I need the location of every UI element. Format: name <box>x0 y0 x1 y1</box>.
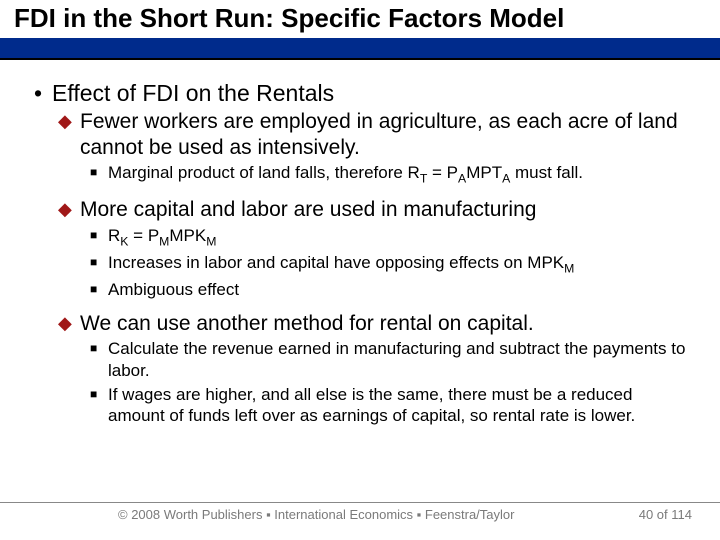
square-icon: ■ <box>90 225 108 250</box>
text: of <box>653 507 671 522</box>
bullet-level1: • Effect of FDI on the Rentals <box>34 80 686 107</box>
bullet-text: More capital and labor are used in manuf… <box>80 197 536 223</box>
bullet-level3: ■ Increases in labor and capital have op… <box>90 252 686 277</box>
square-icon: ■ <box>90 279 108 301</box>
bullet-icon: • <box>34 80 52 107</box>
bullet-level3: ■ If wages are higher, and all else is t… <box>90 384 686 428</box>
square-icon: ■ <box>90 162 108 187</box>
text: 114 <box>671 507 692 522</box>
bullet-text: Effect of FDI on the Rentals <box>52 80 334 107</box>
bullet-text: Calculate the revenue earned in manufact… <box>108 338 686 382</box>
text: © 2008 Worth Publishers <box>118 507 266 522</box>
diamond-icon: ◆ <box>58 311 80 337</box>
bullet-level2: ◆ Fewer workers are employed in agricult… <box>58 109 686 160</box>
bullet-level3: ■ RK = PMMPKM <box>90 225 686 250</box>
bullet-text: RK = PMMPKM <box>108 225 216 250</box>
bullet-level3: ■ Calculate the revenue earned in manufa… <box>90 338 686 382</box>
bullet-level3: ■ Ambiguous effect <box>90 279 686 301</box>
diamond-icon: ◆ <box>58 109 80 160</box>
bullet-level2: ◆ We can use another method for rental o… <box>58 311 686 337</box>
square-icon: ■ <box>90 384 108 428</box>
diamond-icon: ◆ <box>58 197 80 223</box>
bullet-level2: ◆ More capital and labor are used in man… <box>58 197 686 223</box>
footer: © 2008 Worth Publishers ▪ International … <box>0 502 720 522</box>
bullet-text: Ambiguous effect <box>108 279 239 301</box>
title-region: FDI in the Short Run: Specific Factors M… <box>0 0 720 34</box>
square-icon: ■ <box>90 252 108 277</box>
text: 40 <box>639 507 653 522</box>
square-icon: ■ <box>90 338 108 382</box>
bullet-text: Fewer workers are employed in agricultur… <box>80 109 686 160</box>
subscript: M <box>159 234 169 248</box>
subscript: M <box>564 261 574 275</box>
text: Marginal product of land falls, therefor… <box>108 163 420 182</box>
title-bar <box>0 38 720 60</box>
text: = P <box>128 226 159 245</box>
slide-body: • Effect of FDI on the Rentals ◆ Fewer w… <box>0 60 720 540</box>
bullet-level3: ■ Marginal product of land falls, theref… <box>90 162 686 187</box>
subscript: M <box>206 234 216 248</box>
text: MPK <box>169 226 206 245</box>
text: R <box>108 226 120 245</box>
bullet-text: Marginal product of land falls, therefor… <box>108 162 583 187</box>
text: = P <box>427 163 458 182</box>
text: MPT <box>466 163 502 182</box>
bullet-text: If wages are higher, and all else is the… <box>108 384 686 428</box>
text: International Economics <box>271 507 417 522</box>
slide-title: FDI in the Short Run: Specific Factors M… <box>14 4 706 34</box>
page-number: 40 of 114 <box>639 503 692 522</box>
text: Feenstra/Taylor <box>421 507 514 522</box>
copyright: © 2008 Worth Publishers ▪ International … <box>28 503 514 522</box>
bullet-text: Increases in labor and capital have oppo… <box>108 252 574 277</box>
text: must fall. <box>510 163 583 182</box>
slide: FDI in the Short Run: Specific Factors M… <box>0 0 720 540</box>
bullet-text: We can use another method for rental on … <box>80 311 534 337</box>
text: Increases in labor and capital have oppo… <box>108 253 564 272</box>
subscript: A <box>458 172 466 186</box>
